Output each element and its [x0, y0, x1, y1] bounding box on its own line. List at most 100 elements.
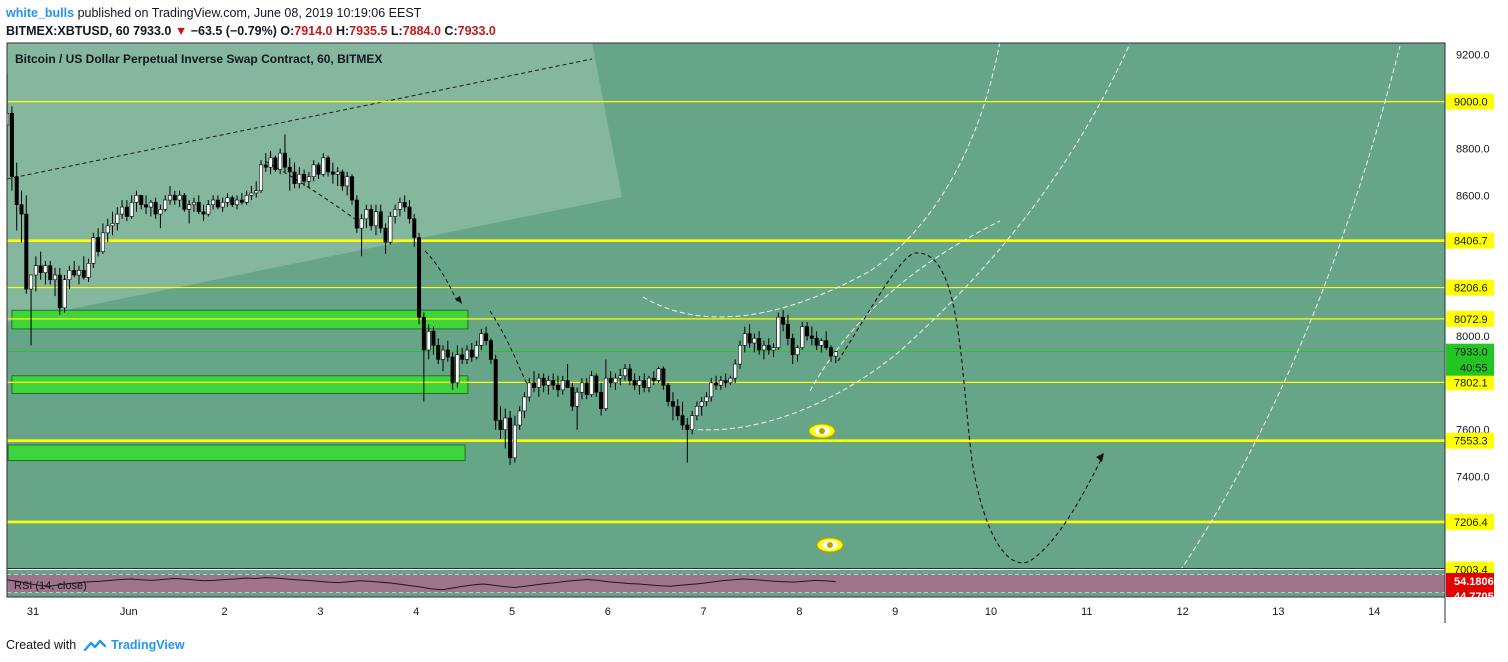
candle [623, 364, 628, 381]
candle-body [747, 333, 752, 344]
candle-body [215, 199, 220, 208]
chart-header: white_bulls published on TradingView.com… [6, 4, 1496, 40]
rsi-line[interactable] [7, 577, 836, 591]
support-zone-2[interactable] [11, 375, 469, 394]
candle [460, 347, 465, 365]
price-change: −63.5 (−0.79%) [190, 24, 277, 38]
last-price: 7933.0 [133, 24, 172, 38]
candle-body [206, 204, 211, 215]
candle [129, 195, 134, 219]
tradingview-brand-link[interactable]: TradingView [111, 638, 185, 652]
channel-curve-2[interactable] [689, 41, 1140, 431]
candle-body [623, 368, 628, 377]
projection-path-3[interactable] [489, 310, 529, 387]
candle-body [699, 401, 704, 407]
candle-body [172, 195, 177, 201]
time-tick-label: 4 [413, 606, 419, 618]
level-badge-bg [1446, 279, 1494, 296]
candle-body [503, 417, 508, 431]
candle [9, 106, 14, 191]
support-zone-1[interactable] [11, 309, 469, 330]
candle [532, 371, 537, 393]
candle [417, 232, 422, 325]
candle [57, 268, 62, 315]
candle-body [316, 164, 321, 175]
candle [575, 387, 580, 430]
candle [330, 162, 335, 184]
candle [120, 200, 125, 219]
candle [718, 375, 723, 390]
candle-body [738, 345, 743, 365]
chart-area[interactable]: 7400.07600.07800.08000.08200.08400.08600… [0, 41, 1508, 629]
candle [96, 228, 101, 257]
candle [48, 260, 53, 285]
price-chart[interactable]: 7400.07600.07800.08000.08200.08400.08600… [0, 41, 1508, 629]
level-badge-7553.3: 7553.3 [1446, 432, 1494, 449]
candle-body [555, 384, 560, 391]
candle [100, 223, 105, 254]
candle-body [378, 211, 383, 229]
candle-body [680, 415, 685, 426]
candle [345, 171, 350, 196]
candle-body [182, 195, 187, 210]
candle-body [474, 345, 479, 358]
candle [723, 373, 728, 388]
level-badge-bg [1446, 93, 1494, 110]
candle [326, 155, 331, 177]
candle [728, 375, 733, 386]
candle [594, 373, 599, 397]
candle [570, 382, 575, 411]
candle-body [599, 391, 604, 409]
author-link[interactable]: white_bulls [6, 6, 75, 20]
candle [124, 200, 129, 222]
channel-curve-1[interactable] [642, 41, 1001, 318]
trendline-dashed[interactable] [7, 58, 593, 180]
candle-body [685, 424, 690, 431]
candle [259, 160, 264, 193]
candle [464, 345, 469, 365]
candle-body [249, 192, 254, 196]
down-triangle-icon: ▼ [174, 24, 188, 38]
candle [297, 167, 302, 189]
projection-path-1[interactable] [264, 160, 356, 220]
candle-body [508, 417, 513, 459]
arrow-head-2 [1096, 453, 1104, 462]
candle [484, 326, 489, 346]
candle [752, 333, 757, 353]
candle-body [359, 218, 364, 229]
support-zone-3[interactable] [7, 444, 466, 462]
candle-body [278, 152, 283, 170]
candle-body [618, 375, 623, 379]
candle-body [436, 345, 441, 360]
candle-body [397, 202, 402, 210]
candle-body [450, 356, 455, 384]
candle [785, 314, 790, 346]
candle [393, 204, 398, 224]
channel-curve-4[interactable] [1180, 45, 1401, 571]
candle-body [282, 152, 287, 168]
candle [738, 340, 743, 369]
level-badge-bg [1446, 513, 1494, 530]
time-tick-label: 10 [985, 606, 997, 618]
candle [196, 195, 201, 215]
candle-body [38, 265, 43, 273]
candle [436, 338, 441, 365]
candle-body [72, 270, 77, 276]
candle [302, 169, 307, 186]
candle [220, 197, 225, 212]
candle-body [632, 380, 637, 386]
candle [441, 345, 446, 372]
candle-body [805, 326, 810, 337]
created-with-text: Created with [6, 638, 77, 652]
candle-body [776, 316, 781, 348]
candle [613, 373, 618, 390]
candle [19, 190, 24, 243]
open-label: O: [280, 24, 295, 38]
candle-body [814, 338, 819, 346]
candle [421, 312, 426, 402]
level-badge-text: 8072.9 [1454, 314, 1488, 326]
level-badge-bg [1446, 432, 1494, 449]
candle-body [345, 176, 350, 187]
candle [603, 359, 608, 411]
candle [790, 333, 795, 365]
